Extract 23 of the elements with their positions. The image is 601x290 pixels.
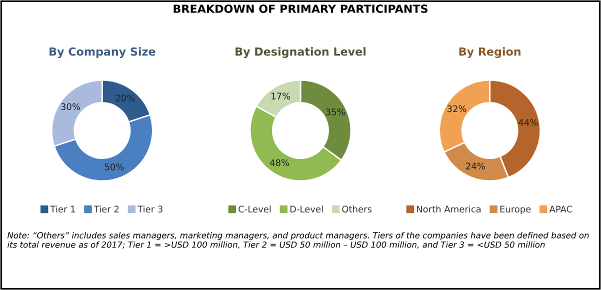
data-label: 30% [61, 103, 80, 110]
data-label: 44% [518, 118, 538, 126]
legend-label: North America [416, 206, 481, 213]
legend-label: Tier 3 [138, 206, 162, 213]
legend-label: C-Level [238, 206, 271, 213]
text: Note: “Others” includes sales managers, marketing managers, and product managers. Tiers of the companies have been defined based on its total revenue as of 2017; Tier 1 = >USD 100 million, Tier 2 = USD 50 million – USD 100 million, and Tier 3 = <USD 50 million [7, 232, 589, 249]
chart-title: By Company Size [50, 47, 156, 58]
legend-label: Tier 2 [94, 206, 119, 213]
legend-label: Europe [500, 206, 531, 214]
data-label: 48% [270, 159, 290, 166]
data-label: 17% [272, 92, 290, 100]
chart-title: By Region [459, 47, 520, 58]
data-label: 20% [116, 94, 135, 102]
data-label: 35% [326, 108, 345, 116]
legend-label: D-Level [290, 206, 323, 213]
legend-label: APAC [549, 206, 572, 213]
legend-label: Tier 1 [50, 206, 75, 213]
legend-label: Others [342, 206, 372, 213]
data-label: 32% [447, 105, 466, 112]
text: BREAKDOWN OF PRIMARY PARTICIPANTS [174, 4, 428, 13]
chart-title: By Designation Level [236, 47, 366, 58]
data-label: 24% [466, 162, 485, 170]
data-label: 50% [104, 164, 124, 170]
